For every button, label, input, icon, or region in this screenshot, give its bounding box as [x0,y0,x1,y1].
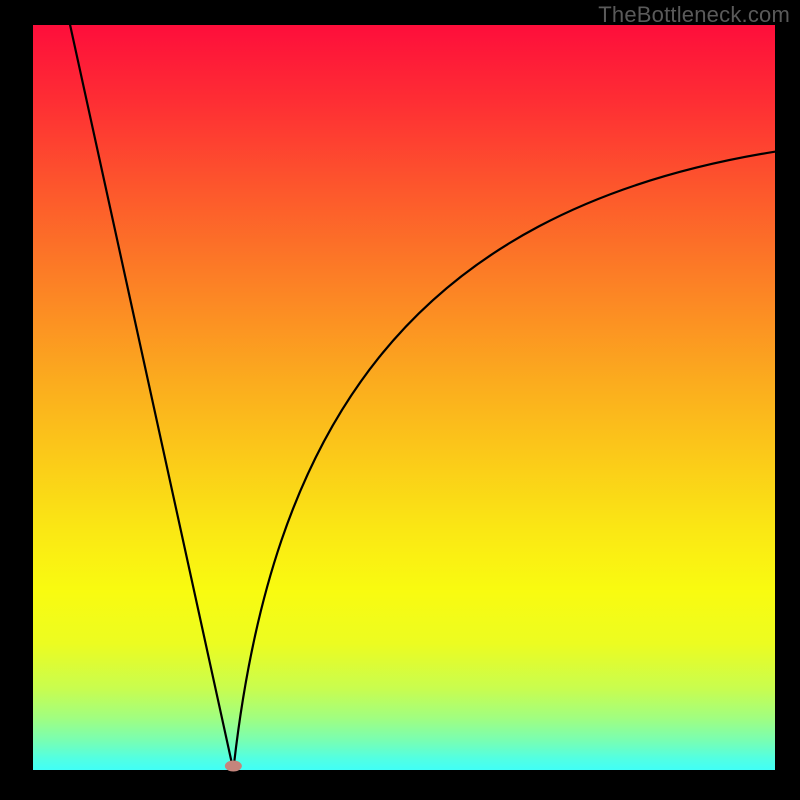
minimum-marker [225,761,242,772]
chart-gradient-background [33,25,775,770]
watermark-text: TheBottleneck.com [598,2,790,28]
bottleneck-chart [0,0,800,800]
